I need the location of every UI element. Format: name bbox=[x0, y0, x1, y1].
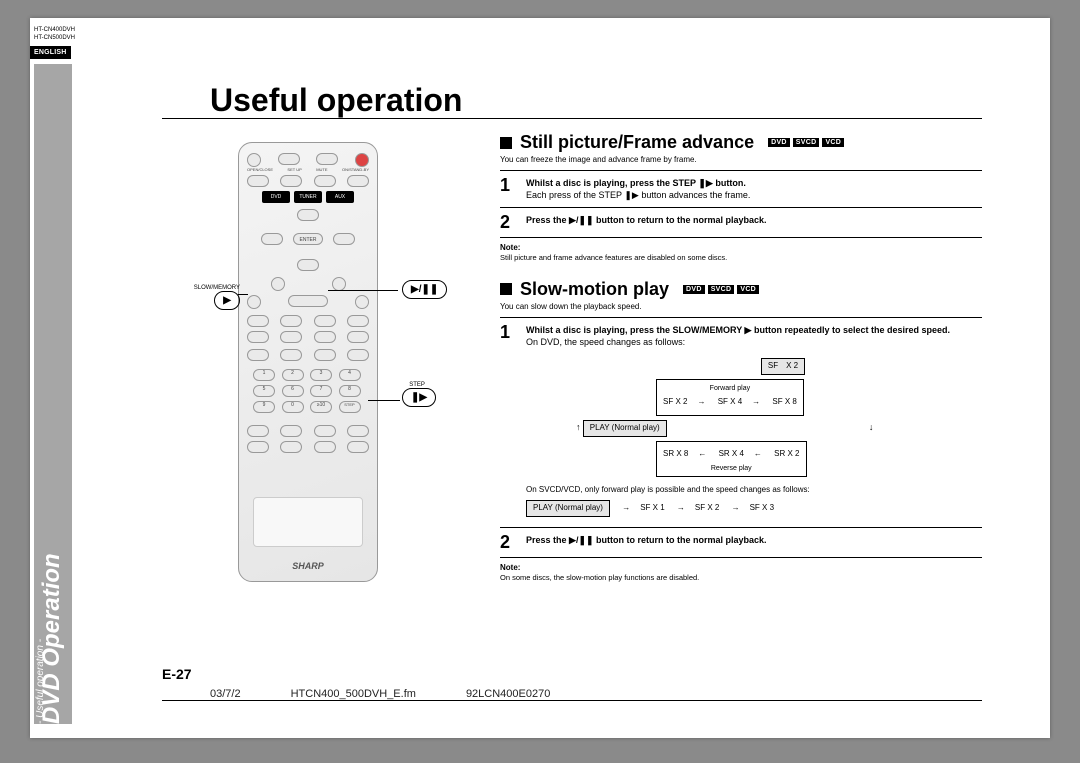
play-pause-icon: ▶/❚❚ bbox=[402, 280, 447, 299]
step-icon: ❚▶ bbox=[402, 388, 436, 407]
slow-memory-icon: ▶ bbox=[214, 291, 240, 310]
footer-file: HTCN400_500DVH_E.fm bbox=[291, 688, 416, 700]
note-label: Note: bbox=[500, 243, 982, 252]
section1-intro: You can freeze the image and advance fra… bbox=[500, 155, 982, 164]
diagram-box: SF X 2 bbox=[761, 358, 805, 375]
callout-play-pause: ▶/❚❚ bbox=[398, 280, 447, 299]
section1-steps: 1 Whilst a disc is playing, press the ST… bbox=[500, 170, 982, 238]
step-row: 1 Whilst a disc is playing, press the SL… bbox=[500, 318, 982, 528]
format-badges: DVD SVCD VCD bbox=[768, 138, 844, 147]
dvd-speed-diagram: SF X 2 Forward play SF X 2→ SF X 4→ SF X… bbox=[576, 358, 950, 477]
note-label: Note: bbox=[500, 563, 982, 572]
model-numbers: HT-CN400DVH HT-CN500DVH bbox=[34, 26, 75, 42]
forward-label: Forward play bbox=[663, 384, 797, 393]
remote-body: OPEN/CLOSESET UPMUTEON/STAND-BY DVDTUNER… bbox=[238, 142, 378, 582]
page-title: Useful operation bbox=[210, 82, 462, 119]
square-bullet-icon bbox=[500, 137, 512, 149]
diagram-box: PLAY (Normal play) bbox=[583, 420, 667, 437]
callout-step: STEP ❚▶ bbox=[398, 382, 436, 407]
note-body: Still picture and frame advance features… bbox=[500, 253, 982, 262]
brand-logo: SHARP bbox=[239, 561, 377, 571]
rule-bottom bbox=[162, 700, 982, 701]
svcd-intro: On SVCD/VCD, only forward play is possib… bbox=[526, 485, 950, 496]
footer-date: 03/7/2 bbox=[210, 688, 241, 700]
step-number: 1 bbox=[500, 318, 524, 527]
step-row: 1 Whilst a disc is playing, press the ST… bbox=[500, 171, 982, 208]
step-number: 2 bbox=[500, 528, 524, 557]
remote-illustration: OPEN/CLOSESET UPMUTEON/STAND-BY DVDTUNER… bbox=[168, 130, 488, 600]
step-number: 2 bbox=[500, 208, 524, 237]
note-body: On some discs, the slow-motion play func… bbox=[500, 573, 982, 582]
footer: 03/7/2 HTCN400_500DVH_E.fm 92LCN400E0270 bbox=[210, 688, 982, 700]
section-subtitle: - Useful operation - bbox=[35, 639, 46, 724]
reverse-label: Reverse play bbox=[663, 464, 800, 473]
diagram-box: PLAY (Normal play) bbox=[526, 500, 610, 517]
footer-code: 92LCN400E0270 bbox=[466, 688, 550, 700]
language-tab: ENGLISH bbox=[30, 46, 71, 59]
format-badges: DVD SVCD VCD bbox=[683, 285, 759, 294]
svcd-sequence: PLAY (Normal play) →SF X 1 →SF X 2 →SF X… bbox=[526, 500, 950, 517]
step-number: 1 bbox=[500, 171, 524, 207]
section2-intro: You can slow down the playback speed. bbox=[500, 302, 982, 311]
section-label: DVD Operation - Useful operation - bbox=[34, 444, 72, 724]
step-row: 2 Press the ▶/❚❚ button to return to the… bbox=[500, 208, 982, 237]
square-bullet-icon bbox=[500, 283, 512, 295]
forward-sequence: SF X 2→ SF X 4→ SF X 8 bbox=[663, 397, 797, 408]
main-content: Still picture/Frame advance DVD SVCD VCD… bbox=[500, 132, 982, 582]
section1-heading: Still picture/Frame advance DVD SVCD VCD bbox=[500, 132, 982, 153]
remote-screen bbox=[253, 497, 363, 547]
page: HT-CN400DVH HT-CN500DVH ENGLISH DVD Oper… bbox=[30, 18, 1050, 738]
section2-steps: 1 Whilst a disc is playing, press the SL… bbox=[500, 317, 982, 558]
page-number: E-27 bbox=[162, 666, 192, 682]
section2-heading: Slow-motion play DVD SVCD VCD bbox=[500, 279, 982, 300]
rule-top bbox=[162, 118, 982, 119]
reverse-sequence: SR X 8← SR X 4← SR X 2 bbox=[663, 449, 800, 460]
callout-slow-memory: SLOW/MEMORY ▶ bbox=[160, 285, 240, 310]
step-row: 2 Press the ▶/❚❚ button to return to the… bbox=[500, 528, 982, 557]
